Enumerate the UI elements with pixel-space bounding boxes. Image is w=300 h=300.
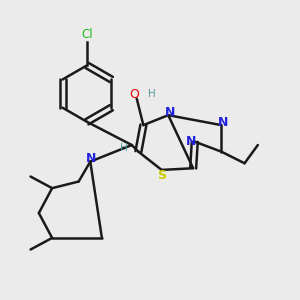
Text: Cl: Cl — [81, 28, 93, 40]
Text: N: N — [186, 135, 196, 148]
Text: S: S — [157, 169, 166, 182]
Text: N: N — [86, 152, 97, 165]
Text: H: H — [120, 143, 127, 153]
Text: H: H — [148, 89, 155, 99]
Text: O: O — [129, 88, 139, 101]
Text: N: N — [165, 106, 175, 119]
Text: N: N — [218, 116, 228, 129]
